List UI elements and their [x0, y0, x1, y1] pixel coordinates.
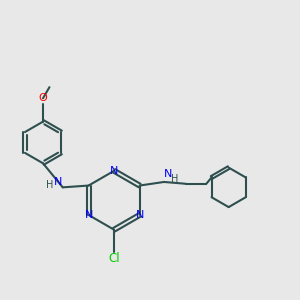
Text: Cl: Cl [108, 252, 120, 265]
Text: N: N [164, 169, 172, 179]
Text: H: H [46, 180, 54, 190]
Text: O: O [39, 93, 47, 103]
Text: N: N [110, 166, 118, 176]
Text: H: H [171, 174, 178, 184]
Text: N: N [84, 210, 93, 220]
Text: N: N [54, 177, 63, 187]
Text: N: N [135, 210, 144, 220]
